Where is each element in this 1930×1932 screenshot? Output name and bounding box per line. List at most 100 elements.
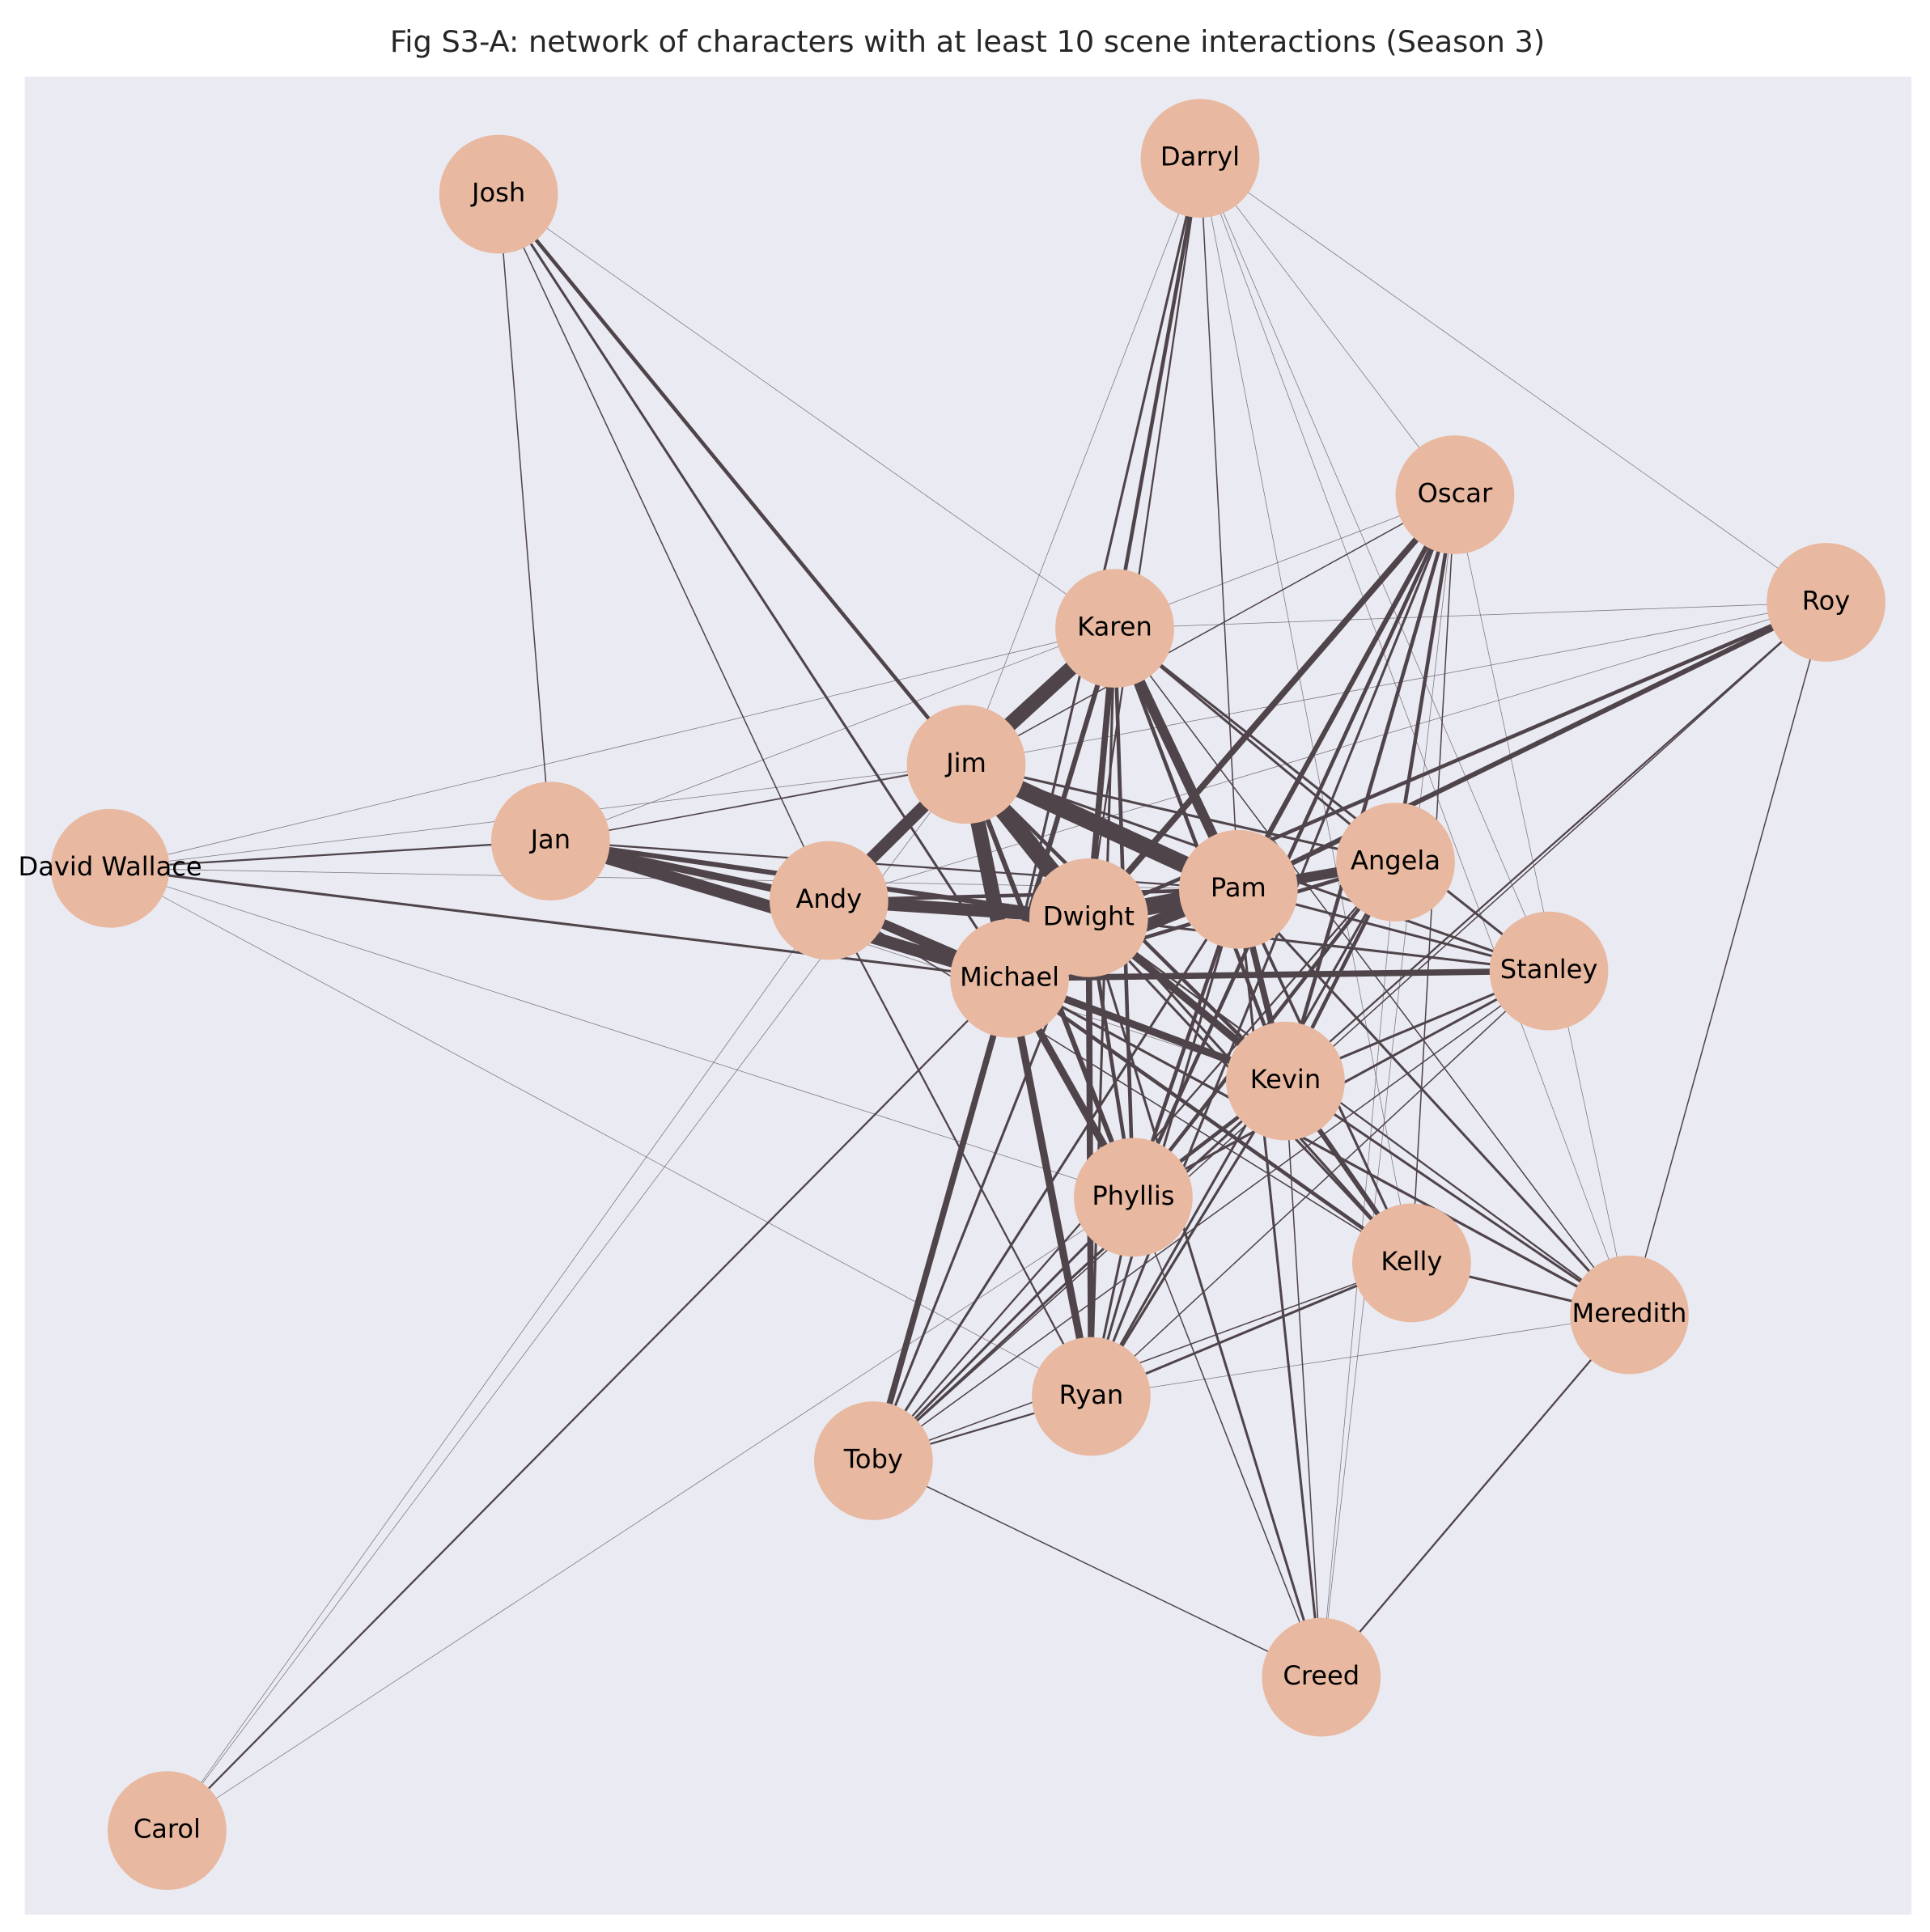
edge [167,1197,1134,1831]
edge [1089,888,1240,1397]
node-label: Michael [960,961,1059,992]
edge [829,887,1239,903]
edge [1321,494,1456,1678]
node [1140,99,1260,218]
edge [550,494,1456,841]
edge [1236,889,1323,1678]
node-label: Andy [795,883,862,914]
edge [1091,1314,1630,1397]
node [1074,1138,1193,1257]
node-label: David Wallace [19,851,202,882]
edge [1199,158,1456,495]
edge [1131,494,1457,1198]
edge [1008,977,1413,1265]
edge [110,840,551,870]
edge [872,1080,1287,1462]
edge [872,888,1240,1462]
edge [1283,494,1457,1082]
edge [1237,888,1631,1316]
edge [829,602,1826,901]
edge [1090,970,1550,1397]
node-label: Ryan [1059,1379,1124,1410]
node-label: Josh [470,177,525,208]
node [1226,1021,1345,1141]
edge [110,628,1115,869]
node [1055,569,1174,688]
node [1336,803,1455,922]
edge [1628,602,1827,1316]
edge [1454,494,1630,1316]
edge [873,1460,1322,1678]
edge [965,763,1413,1264]
node [490,782,610,900]
node-label: Darryl [1160,142,1240,172]
edge [1237,600,1827,892]
edge [1320,1314,1631,1678]
edge [1393,494,1457,862]
edge [166,977,1011,1832]
edge [872,601,1827,1462]
edge [498,193,830,901]
edge [109,867,1134,1198]
edge [167,900,829,1831]
edge [1284,601,1827,1083]
edge [1199,158,1240,890]
edge [1199,158,1412,1263]
edge [965,158,1201,765]
edge [550,602,1826,841]
edge [870,977,1013,1462]
edge [872,1196,1135,1462]
node [1178,829,1298,949]
edge [1284,1081,1322,1678]
node [769,841,889,960]
edge [498,193,552,841]
node [108,1771,227,1891]
edge [1113,628,1413,1264]
node-label: Kevin [1250,1064,1321,1095]
edge [1090,1080,1287,1397]
node-label: Jim [944,748,986,778]
edge [1008,977,1631,1316]
edge [965,763,1396,864]
edge [1006,977,1095,1397]
edge [550,841,1286,1082]
node-label: Angela [1351,845,1440,876]
node-label: Creed [1283,1660,1359,1691]
edge [1088,158,1202,918]
node-label: Toby [843,1444,903,1475]
edge [828,900,1412,1264]
nodes: Darryl Josh Oscar Roy Karen Jim Jan David Walla… [19,99,1885,1891]
node-label: Oscar [1418,478,1493,509]
node-label: Meredith [1572,1298,1687,1328]
edge [965,494,1456,765]
edge [498,193,1115,629]
edge [1114,602,1826,629]
node [1767,543,1885,662]
node-label: Dwight [1043,900,1135,931]
node [439,134,558,254]
edge [1090,861,1397,1397]
node-label: Stanley [1500,954,1598,985]
edge [1113,627,1550,972]
edge [1199,158,1630,1316]
node [1262,1617,1381,1737]
edge [1008,158,1202,979]
edge [1113,627,1397,863]
edge [1113,158,1203,629]
node-label: Karen [1077,612,1152,642]
node [950,918,1069,1038]
edge [1113,628,1631,1316]
edge [873,1262,1412,1462]
edge [1088,916,1550,972]
node [1570,1255,1689,1375]
node-label: Jan [529,824,571,855]
node-label: Roy [1802,586,1851,616]
node-label: Pam [1211,872,1266,903]
node [906,705,1026,824]
node [1489,911,1609,1031]
edge [1007,627,1118,980]
node-label: Phyllis [1092,1180,1174,1211]
node [813,1401,933,1520]
